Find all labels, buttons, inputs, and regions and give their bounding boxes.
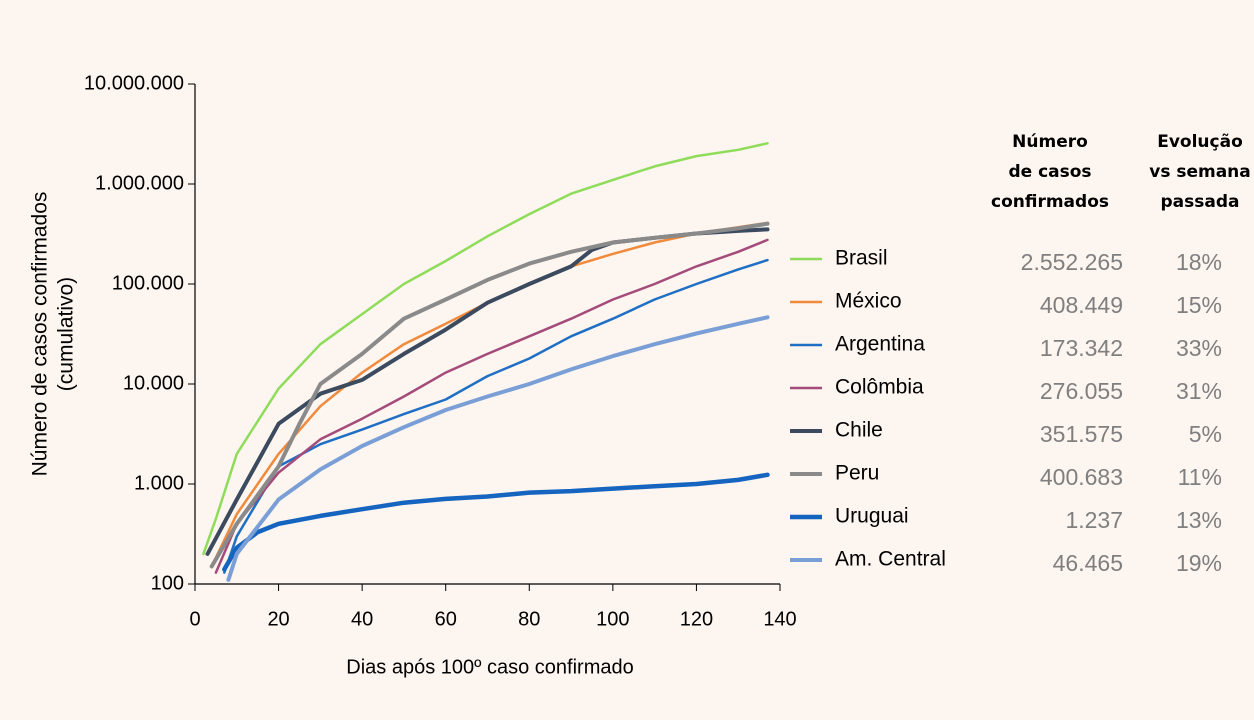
legend-label: Chile <box>835 419 883 442</box>
table-cell: 18% <box>1176 249 1222 275</box>
table-header: vs semana <box>1149 162 1251 182</box>
x-tick-label: 80 <box>518 608 540 630</box>
x-tick-label: 20 <box>267 608 289 630</box>
x-tick-label: 140 <box>763 608 796 630</box>
legend-label: Brasil <box>835 247 888 270</box>
table-header: Número <box>1012 132 1088 152</box>
legend-label: Argentina <box>835 333 925 356</box>
legend-label: Colômbia <box>835 376 924 399</box>
series-line <box>202 142 769 556</box>
table-header: confirmados <box>991 192 1109 212</box>
table-cell: 5% <box>1189 421 1222 447</box>
table-cell: 15% <box>1176 292 1222 318</box>
series-line <box>222 472 770 572</box>
y-tick-label: 100.000 <box>112 272 184 294</box>
table-header: Evolução <box>1157 132 1243 152</box>
table-cell: 351.575 <box>1040 421 1123 447</box>
y-tick-label: 10.000 <box>123 372 184 394</box>
table-header: de casos <box>1008 162 1091 182</box>
table-cell: 2.552.265 <box>1021 249 1123 275</box>
series-line <box>214 238 769 574</box>
legend-label: Uruguai <box>835 505 909 528</box>
table-cell: 1.237 <box>1065 507 1123 533</box>
x-tick-label: 40 <box>351 608 373 630</box>
y-tick-label: 1.000 <box>134 472 184 494</box>
x-tick-label: 120 <box>680 608 713 630</box>
table-cell: 173.342 <box>1040 335 1123 361</box>
table-cell: 19% <box>1176 550 1222 576</box>
table-cell: 46.465 <box>1053 550 1123 576</box>
x-tick-label: 100 <box>596 608 629 630</box>
x-axis-label: Dias após 100º caso confirmado <box>346 656 633 678</box>
y-axis-label: (cumulativo) <box>55 277 78 391</box>
y-tick-label: 1.000.000 <box>95 172 184 194</box>
legend-label: México <box>835 290 902 313</box>
legend-label: Am. Central <box>835 548 946 571</box>
table-cell: 13% <box>1176 507 1222 533</box>
x-tick-label: 0 <box>189 608 200 630</box>
y-axis-label: Número de casos confirmados <box>29 192 52 477</box>
table-cell: 408.449 <box>1040 292 1123 318</box>
y-tick-label: 10.000.000 <box>84 72 184 94</box>
y-tick-label: 100 <box>151 572 184 594</box>
series-line <box>226 315 770 582</box>
x-tick-label: 60 <box>435 608 457 630</box>
series-line <box>223 258 769 574</box>
table-cell: 11% <box>1178 464 1222 490</box>
table-cell: 31% <box>1176 378 1222 404</box>
legend-label: Peru <box>835 462 879 485</box>
table-cell: 400.683 <box>1040 464 1123 490</box>
table-cell: 33% <box>1176 335 1222 361</box>
series-line <box>209 221 770 569</box>
table-cell: 276.055 <box>1040 378 1123 404</box>
table-header: passada <box>1161 192 1240 212</box>
